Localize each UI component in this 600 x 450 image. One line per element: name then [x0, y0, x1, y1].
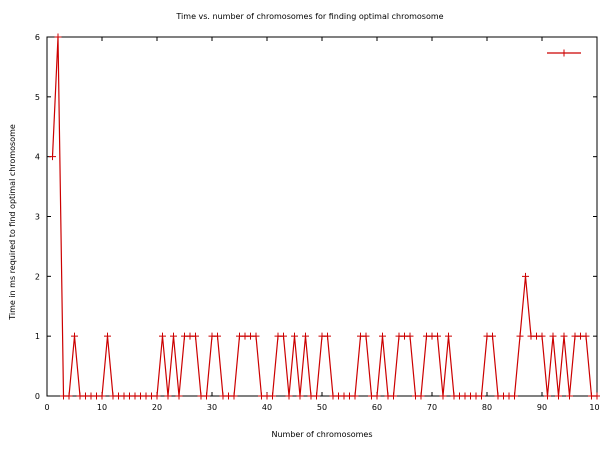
- y-tick-label: 0: [35, 392, 40, 401]
- legend-marker: [560, 49, 568, 57]
- data-point: [269, 392, 276, 400]
- data-point: [214, 332, 221, 340]
- data-point: [159, 332, 166, 340]
- data-point: [522, 272, 529, 280]
- data-point: [230, 392, 238, 400]
- data-point: [538, 332, 546, 340]
- y-tick-label: 3: [35, 213, 40, 222]
- data-point: [54, 33, 62, 41]
- data-point: [296, 392, 304, 400]
- data-point: [175, 392, 183, 400]
- y-axis-label: Time in ms required to find optimal chro…: [8, 124, 17, 321]
- data-point: [478, 392, 485, 400]
- plot-area: 0 10 20 30 40 50 60 70 80 90 100 0 1 2 3 4 5 6: [35, 33, 600, 412]
- data-point: [511, 392, 518, 400]
- y-tick-label: 4: [35, 153, 40, 162]
- data-point: [285, 392, 293, 400]
- data-point: [593, 392, 600, 400]
- data-point: [351, 392, 359, 400]
- data-point: [153, 392, 161, 400]
- data-point: [406, 332, 414, 340]
- data-point: [98, 392, 106, 400]
- x-axis-label: Number of chromosomes: [271, 430, 372, 439]
- data-point: [203, 392, 210, 400]
- data-point: [390, 392, 397, 400]
- data-point: [566, 392, 573, 400]
- data-point: [252, 332, 260, 340]
- data-point: [49, 153, 56, 161]
- x-tick-label: 80: [482, 403, 492, 412]
- data-point: [373, 392, 381, 400]
- data-point: [582, 332, 590, 340]
- x-tick-label: 70: [427, 403, 437, 412]
- data-point: [516, 332, 524, 340]
- x-tick-label: 60: [372, 403, 382, 412]
- data-point: [549, 332, 557, 340]
- data-point: [164, 392, 172, 400]
- data-point: [560, 332, 568, 340]
- data-point: [362, 332, 370, 340]
- data-point: [192, 332, 199, 340]
- x-tick-label: 30: [207, 403, 217, 412]
- data-point: [291, 332, 298, 340]
- data-point: [489, 332, 496, 340]
- y-tick-label: 2: [35, 272, 40, 281]
- data-point: [445, 332, 452, 340]
- data-point: [170, 332, 177, 340]
- chart-title: Time vs. number of chromosomes for findi…: [175, 12, 443, 21]
- y-tick-label: 6: [35, 33, 40, 42]
- data-point: [65, 392, 73, 400]
- x-tick-label: 100: [589, 403, 600, 412]
- data-point: [71, 332, 78, 340]
- x-tick-label: 40: [262, 403, 272, 412]
- data-point: [544, 392, 551, 400]
- x-tick-label: 0: [44, 403, 49, 412]
- series-line: [51, 36, 597, 397]
- data-point: [417, 392, 425, 400]
- x-tick-label: 10: [97, 403, 107, 412]
- x-tick-label: 20: [152, 403, 162, 412]
- data-point: [439, 392, 447, 400]
- data-point: [434, 332, 441, 340]
- data-point: [104, 332, 111, 340]
- data-point: [280, 332, 287, 340]
- data-point: [302, 332, 309, 340]
- data-point: [379, 332, 386, 340]
- y-tick-label: 1: [35, 332, 40, 341]
- data-point: [313, 392, 320, 400]
- data-point: [324, 332, 331, 340]
- x-tick-label: 50: [317, 403, 327, 412]
- x-tick-label: 90: [537, 403, 547, 412]
- y-tick-label: 5: [35, 93, 40, 102]
- data-point: [555, 392, 562, 400]
